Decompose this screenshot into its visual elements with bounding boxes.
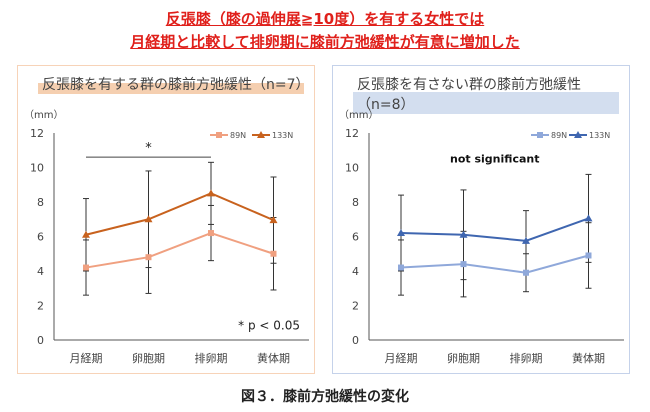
data-point-133N [82,230,90,238]
data-point-89N [585,252,592,259]
x-tick-label: 排卵期 [510,351,543,365]
significance-marker: * [145,141,152,156]
significance-annotation: not significant [450,152,539,165]
legend-label-133N: 133N [589,131,610,140]
legend-label-89N: 89N [230,131,246,140]
y-tick-label: 4 [352,265,359,278]
data-point-89N [398,264,404,271]
x-tick-label: 黄体期 [257,351,290,365]
data-point-89N [208,230,214,237]
y-tick-label: 4 [37,265,44,278]
series-line-133N [85,192,274,236]
y-axis-unit: （mm） [339,109,378,121]
data-point-133N [459,230,468,238]
legend-square-marker [216,132,222,138]
y-tick-label: 6 [37,231,44,244]
legend-triangle-marker [257,131,265,138]
data-point-133N [397,229,405,237]
y-tick-label: 12 [30,127,44,140]
data-point-89N [83,264,89,271]
legend-square-marker [537,132,543,138]
x-tick-label: 卵胞期 [132,352,165,365]
chart-panel-no-hyperextension: 反張膝を有さない群の膝前方弛緩性（n=8） （mm） 0 2 4 6 8 10 12 月経期 卵胞… [332,65,630,374]
chart-title: 反張膝を有さない群の膝前方弛緩性（n=8） [353,74,619,114]
y-tick-label: 8 [352,196,359,209]
x-tick-label: 卵胞期 [447,352,480,365]
y-tick-label: 10 [30,162,44,175]
series-line-89N [400,254,589,274]
legend-label-133N: 133N [272,131,293,140]
x-tick-label: 黄体期 [572,351,605,365]
p-value-note: * p < 0.05 [238,319,300,333]
series-line-133N [400,217,589,242]
y-tick-label: 10 [345,162,359,175]
legend-label-89N: 89N [551,131,567,140]
data-point-89N [145,254,152,261]
y-axis-unit: （mm） [24,109,63,121]
chart-svg: （mm） 0 2 4 6 8 10 12 月経期 卵胞期 排卵期 黄体期 89N 133N * * p < 0… [24,109,309,365]
chart-svg: （mm） 0 2 4 6 8 10 12 月経期 卵胞期 排卵期 黄体期 89N 133N not sign… [339,109,624,365]
x-tick-label: 月経期 [385,352,418,365]
figure-caption: 図３．膝前方弛緩性の変化 [241,389,409,405]
y-tick-label: 12 [345,127,359,140]
data-point-133N [584,214,593,222]
y-tick-label: 6 [352,231,359,244]
headline-line-2: 月経期と比較して排卵期に膝前方弛緩性が有意に増加した [130,33,520,51]
data-point-133N [207,189,215,197]
data-point-133N [522,236,530,244]
y-tick-label: 0 [352,334,359,347]
y-tick-label: 0 [37,334,44,347]
data-point-89N [460,261,467,268]
headline-line-1: 反張膝（膝の過伸展≧10度）を有する女性では [165,10,485,28]
x-tick-label: 月経期 [70,352,103,365]
chart-title: 反張膝を有する群の膝前方弛緩性（n=7） [38,74,310,94]
legend-triangle-marker [574,131,582,138]
chart-panel-hyperextension: 反張膝を有する群の膝前方弛緩性（n=7） （mm） 0 2 4 6 8 10 12 月経期 卵胞期… [17,65,315,374]
y-tick-label: 2 [37,300,44,313]
y-tick-label: 8 [37,196,44,209]
x-tick-label: 排卵期 [195,351,228,365]
series-line-89N [85,231,274,269]
data-point-133N [269,216,278,224]
data-point-89N [523,269,529,276]
y-tick-label: 2 [352,300,359,313]
data-point-89N [270,250,277,257]
data-point-133N [144,215,153,223]
